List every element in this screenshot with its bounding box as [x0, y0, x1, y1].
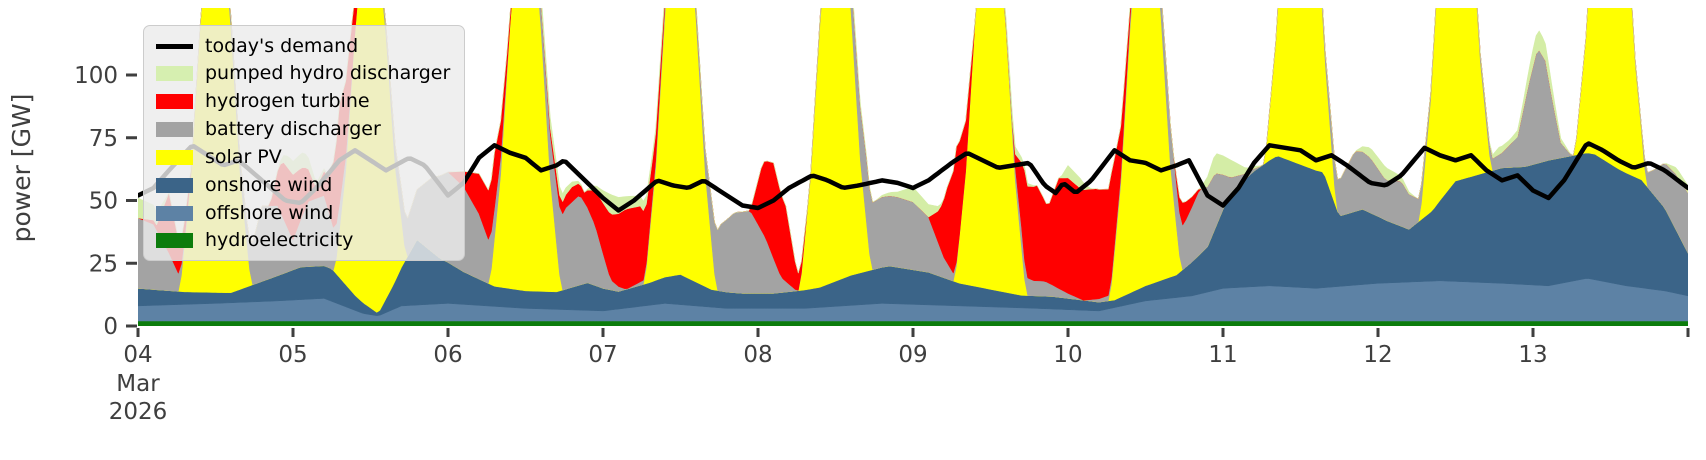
- legend-label: hydrogen turbine: [205, 90, 370, 113]
- y-tick-label: 25: [89, 251, 118, 277]
- legend-item-battery-discharger: battery discharger: [156, 117, 454, 143]
- x-tick-label: 04: [123, 342, 152, 368]
- legend-swatch-onshore-wind: [156, 177, 193, 193]
- legend: today's demand pumped hydro discharger hyd…: [143, 25, 465, 261]
- y-axis-label: power [GW]: [7, 94, 36, 243]
- legend-label: offshore wind: [205, 201, 334, 224]
- legend-label: onshore wind: [205, 173, 333, 196]
- x-tick-label: 12: [1363, 342, 1392, 368]
- x-tick-label: 10: [1053, 342, 1082, 368]
- legend-item-offshore-wind: offshore wind: [156, 200, 454, 226]
- x-tick-label: 13: [1518, 342, 1547, 368]
- legend-label: hydroelectricity: [205, 229, 354, 252]
- legend-swatch-solar-pv: [156, 149, 193, 165]
- legend-item-today-s-demand: today's demand: [156, 33, 454, 59]
- legend-label: pumped hydro discharger: [205, 62, 451, 85]
- legend-swatch-battery-discharger: [156, 122, 193, 138]
- legend-swatch-pumped-hydro-discharger: [156, 66, 193, 82]
- legend-item-pumped-hydro-discharger: pumped hydro discharger: [156, 61, 454, 87]
- x-tick-label: 07: [588, 342, 617, 368]
- x-tick-label: 09: [898, 342, 927, 368]
- stacked-areas: [138, 8, 1688, 326]
- y-tick-label: 75: [89, 126, 118, 152]
- x-offset-label: Mar: [116, 371, 160, 397]
- legend-label: battery discharger: [205, 118, 381, 141]
- area-pumped-hydro-discharger: [138, 8, 1688, 275]
- x-tick-label: 08: [743, 342, 772, 368]
- legend-item-hydrogen-turbine: hydrogen turbine: [156, 89, 454, 115]
- legend-item-hydroelectricity: hydroelectricity: [156, 228, 454, 254]
- legend-swatch-hydrogen-turbine: [156, 94, 193, 110]
- y-tick-label: 0: [103, 314, 118, 340]
- legend-label: solar PV: [205, 145, 282, 168]
- y-tick-label: 50: [89, 189, 118, 215]
- legend-item-solar-pv: solar PV: [156, 144, 454, 170]
- legend-item-onshore-wind: onshore wind: [156, 172, 454, 198]
- legend-label: today's demand: [205, 34, 359, 57]
- area-hydroelectricity: [138, 320, 1688, 326]
- legend-swatch-hydroelectricity: [156, 233, 193, 249]
- x-tick-label: 11: [1208, 342, 1237, 368]
- x-tick-label: 06: [433, 342, 462, 368]
- x-offset-label: 2026: [109, 399, 168, 425]
- legend-swatch-today-s-demand: [156, 43, 193, 49]
- x-tick-label: 05: [278, 342, 307, 368]
- legend-swatch-offshore-wind: [156, 205, 193, 221]
- y-tick-label: 100: [74, 63, 118, 89]
